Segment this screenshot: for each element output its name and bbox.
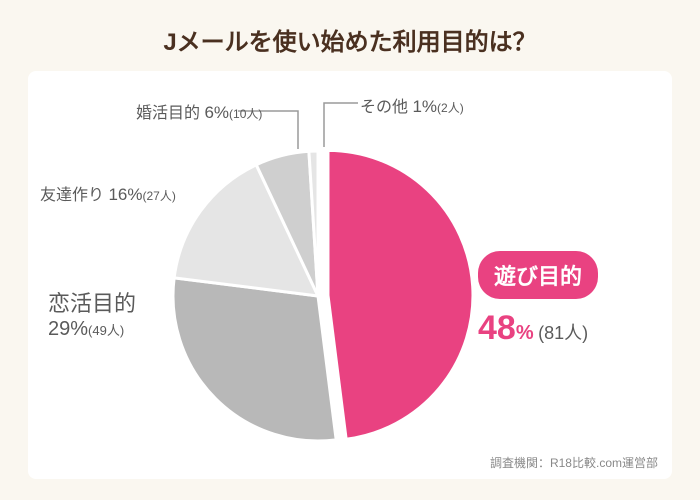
label-konkatsu: 婚活目的 6%(10人) [136,99,262,123]
label-sonota: その他 1%(2人) [360,93,464,117]
label-name: 恋活目的 [48,291,136,316]
label-count: (2人) [437,101,464,115]
label-pct: 29% [48,318,88,340]
label-count: (49人) [88,323,124,338]
label-pct: 6% [204,103,229,122]
big-badge: 遊び目的 [478,251,598,299]
pie-slice-asobi [328,150,473,439]
label-pct: 1% [412,97,437,116]
big-count: (81人) [538,323,588,343]
label-name: 婚活目的 [136,105,200,122]
pie-svg [158,136,478,456]
pie-slice-koikatsu [173,278,336,441]
pie-chart [158,136,448,426]
label-koikatsu: 恋活目的 29%(49人) [48,286,136,341]
label-name: その他 [360,99,408,116]
label-name: 友達作り [40,187,104,204]
chart-card: 婚活目的 6%(10人) その他 1%(2人) 友達作り 16%(27人) 恋活… [28,71,672,479]
label-asobi: 遊び目的 48% (81人) [478,251,598,348]
big-pct: 48% (81人) [478,309,598,348]
footer-credit: 調査機関：R18比較.com運営部 [490,454,658,471]
big-pct-num: 48 [478,309,516,347]
label-count: (10人) [229,107,262,121]
label-tomodachi: 友達作り 16%(27人) [40,181,176,205]
big-pct-sym: % [516,322,534,344]
chart-title: Jメールを使い始めた利用目的は？ [0,0,700,71]
label-count: (27人) [143,189,176,203]
label-pct: 16% [108,185,142,204]
